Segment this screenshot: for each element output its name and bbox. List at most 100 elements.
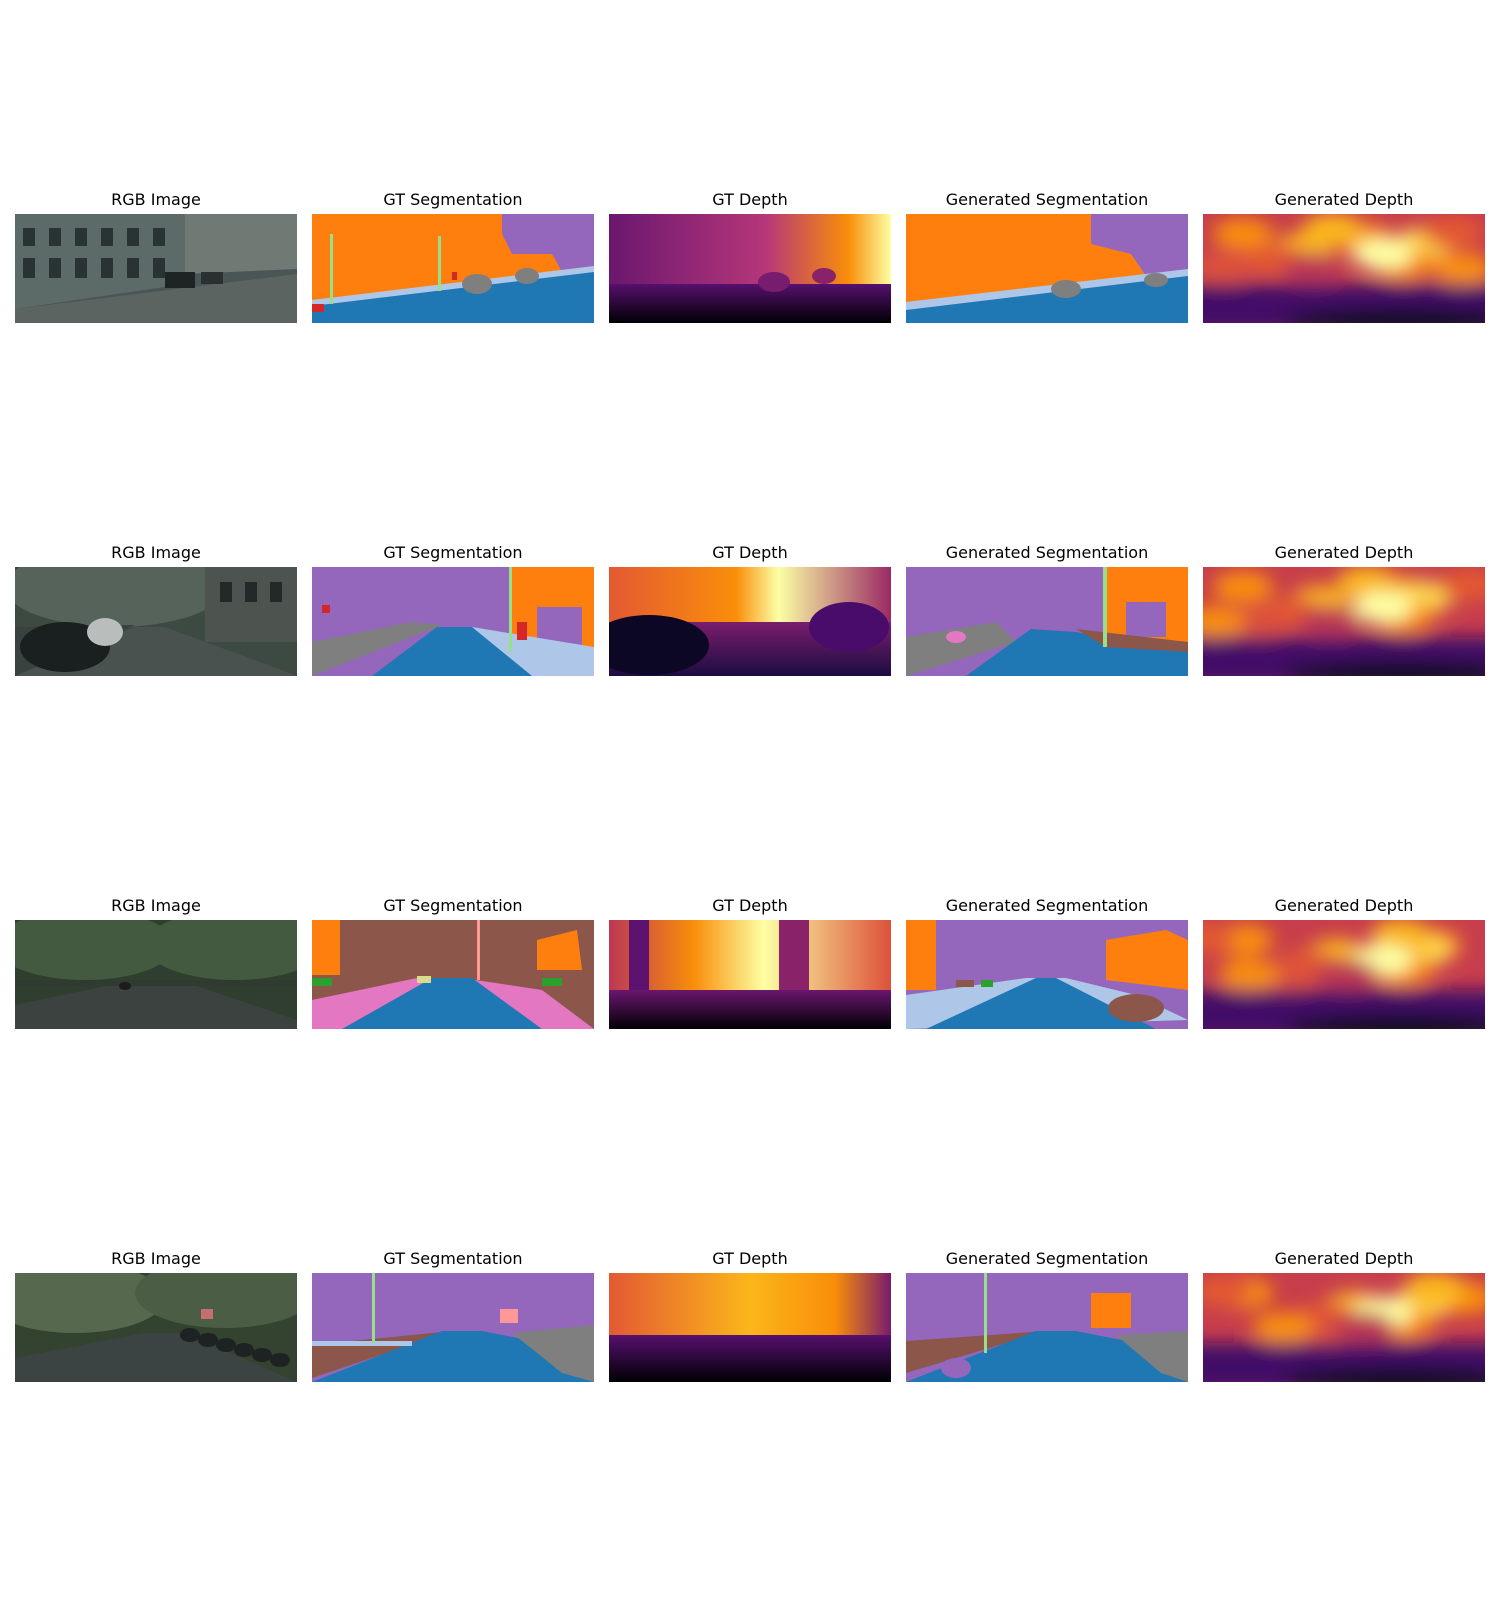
depth-blobs — [1203, 214, 1485, 323]
rgb-image-image — [15, 214, 297, 323]
window — [49, 258, 61, 278]
generated-segmentation-image — [906, 920, 1188, 1029]
pole — [330, 234, 333, 304]
gt-depth-svg — [609, 214, 891, 323]
generated-depth-image — [1203, 214, 1485, 323]
panel-title: RGB Image — [111, 190, 201, 209]
generated-depth-svg — [1203, 920, 1485, 1029]
gt-segmentation-svg — [312, 214, 594, 323]
panel-title: Generated Segmentation — [945, 543, 1149, 562]
window — [127, 228, 139, 246]
house — [205, 567, 297, 642]
depth-blob — [1203, 606, 1245, 638]
car — [512, 1325, 594, 1382]
green — [312, 978, 332, 986]
depth-blob — [1219, 959, 1279, 991]
sign — [201, 1309, 213, 1319]
window — [245, 582, 257, 602]
depth-blob — [1405, 1273, 1465, 1304]
gt-segmentation-svg — [312, 567, 594, 676]
window — [220, 582, 232, 602]
building — [312, 920, 340, 975]
gt-depth-image — [609, 214, 891, 323]
window — [23, 258, 35, 278]
depth-blob — [1371, 920, 1431, 951]
sign — [500, 1309, 518, 1323]
pole — [1103, 567, 1107, 647]
generated-depth-image — [1203, 920, 1485, 1029]
car — [515, 268, 539, 284]
panel-title: GT Depth — [712, 896, 788, 915]
vegetation — [1091, 214, 1188, 284]
pole — [984, 1273, 987, 1353]
depth-nearest — [1283, 1014, 1485, 1029]
depth-blob — [1213, 218, 1273, 250]
window — [101, 258, 113, 278]
depth-blob — [1213, 571, 1273, 603]
generated-segmentation-svg — [906, 567, 1188, 676]
gt-segmentation-image — [312, 214, 594, 323]
gt-depth-svg — [609, 567, 891, 676]
panel-title: Generated Depth — [1274, 543, 1414, 562]
pole — [372, 1273, 375, 1343]
generated-depth-svg — [1203, 214, 1485, 323]
depth-blob — [1261, 959, 1321, 991]
gt-depth-svg — [609, 1273, 891, 1382]
depth-blob — [1353, 238, 1413, 270]
depth-blob — [1227, 606, 1287, 638]
gt-depth-image — [609, 1273, 891, 1382]
depth-blob — [1303, 214, 1363, 245]
gt-segmentation-image — [312, 920, 594, 1029]
house-depth — [809, 602, 889, 652]
pole — [477, 920, 480, 980]
panel-title: Generated Depth — [1274, 190, 1414, 209]
trees — [135, 1273, 297, 1328]
panel-title: Generated Depth — [1274, 1249, 1414, 1268]
depth-blob — [1433, 253, 1485, 285]
building — [1106, 930, 1188, 990]
car — [87, 618, 123, 646]
panel-title: GT Segmentation — [383, 190, 523, 209]
sign — [517, 622, 527, 640]
green — [542, 978, 562, 986]
rgb-image-image — [15, 1273, 297, 1382]
rgb-image-image — [15, 567, 297, 676]
depth-blobs — [1203, 567, 1485, 676]
gt-segmentation-image — [312, 1273, 594, 1382]
rgb-image-svg — [15, 920, 297, 1029]
tree-depth — [629, 920, 649, 995]
car — [252, 1348, 272, 1362]
vegetation — [502, 214, 594, 274]
pole — [509, 567, 512, 652]
car — [198, 1333, 218, 1347]
gt-depth-svg — [609, 920, 891, 1029]
window — [75, 228, 87, 246]
building — [537, 930, 582, 970]
depth-near — [609, 284, 891, 323]
tree-depth — [779, 920, 809, 995]
depth-blob — [1423, 216, 1483, 248]
generated-segmentation-image — [906, 567, 1188, 676]
gt-depth-image — [609, 920, 891, 1029]
depth-blob — [1253, 1312, 1313, 1344]
depth-blob — [1203, 1275, 1252, 1307]
car — [270, 1353, 290, 1367]
road — [906, 274, 1188, 323]
car — [201, 272, 223, 284]
road — [15, 982, 297, 1029]
generated-segmentation-image — [906, 214, 1188, 323]
gt-segmentation-svg — [312, 920, 594, 1029]
pole — [438, 236, 441, 291]
panel-title: Generated Segmentation — [945, 190, 1149, 209]
generated-depth-svg — [1203, 1273, 1485, 1382]
depth-nearest — [1283, 661, 1485, 676]
road — [926, 978, 1156, 1029]
car — [119, 982, 131, 990]
panel-title: GT Depth — [712, 543, 788, 562]
panel-title: RGB Image — [111, 543, 201, 562]
car — [1144, 273, 1168, 287]
window — [75, 258, 87, 278]
car — [462, 274, 492, 294]
depth-blob — [1440, 569, 1485, 601]
